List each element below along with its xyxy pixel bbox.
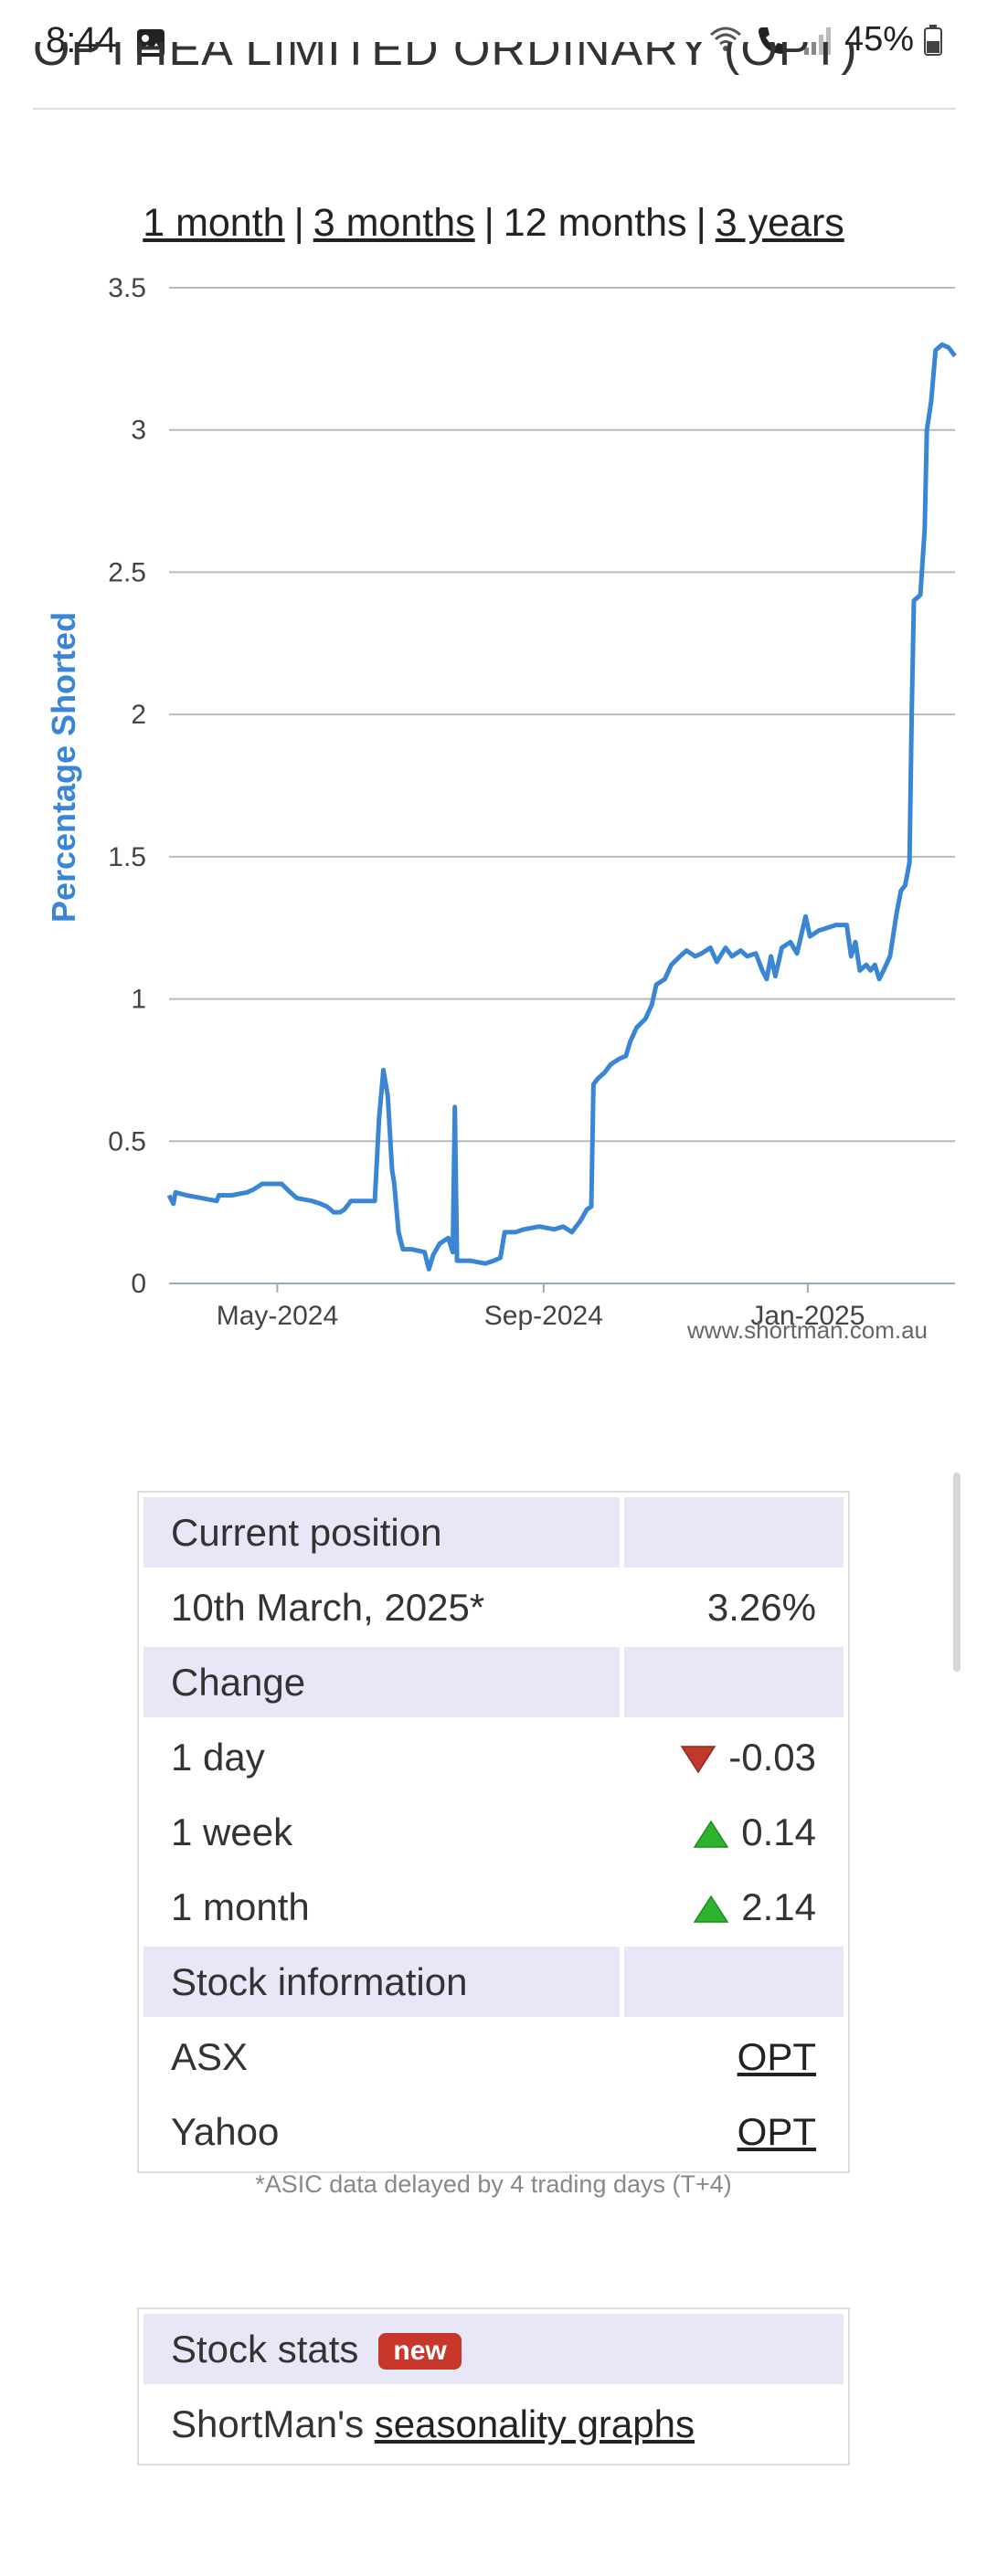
- table-row: 1 week 0.14: [143, 1797, 844, 1867]
- signal-icon: [803, 26, 831, 55]
- y-tick-label: 3: [131, 416, 146, 446]
- table-row: ShortMan's seasonality graphs: [143, 2389, 844, 2459]
- change-1-day-value: -0.03: [624, 1722, 844, 1792]
- y-tick-label: 3.5: [108, 273, 146, 303]
- chart-grid: [169, 287, 955, 1284]
- change-1-week-label: 1 week: [171, 1810, 293, 1853]
- y-tick-label: 2.5: [108, 557, 146, 587]
- down-triangle-icon: [680, 1746, 716, 1774]
- current-position-header: Current position: [143, 1497, 620, 1568]
- gallery-notification-icon: [137, 29, 164, 57]
- page-heading-text: OPTHEA LIMITED ORDINARY (OPT): [33, 42, 858, 76]
- yahoo-label: Yahoo: [171, 2109, 280, 2153]
- x-axis-ticks: May-2024 Sep-2024 Jan-2025: [217, 1283, 865, 1331]
- y-tick-label: 1.5: [108, 842, 146, 872]
- x-tick-label: Sep-2024: [484, 1301, 603, 1331]
- table-row: ASX OPT: [143, 2022, 844, 2092]
- y-tick-label: 0.5: [108, 1126, 146, 1156]
- y-axis-ticks: 0 0.5 1 1.5 2 2.5 3 3.5: [108, 273, 146, 1299]
- range-separator: |: [483, 201, 494, 245]
- header-blank-cell: [624, 1497, 844, 1568]
- status-time: 8:44: [46, 20, 117, 60]
- stock-information-header: Stock information: [143, 1947, 620, 2017]
- table-row: 10th March, 2025* 3.26%: [143, 1572, 844, 1642]
- stock-stats-header: Stock stats: [171, 2327, 359, 2370]
- position-value: 3.26%: [706, 1585, 816, 1629]
- position-table: Current position 10th March, 2025* 3.26%…: [137, 1491, 850, 2173]
- change-1-month-value: 2.14: [624, 1872, 844, 1942]
- change-1-week-value: 0.14: [624, 1797, 844, 1867]
- phone-call-icon: [758, 26, 785, 54]
- yahoo-link-cell: OPT: [624, 2096, 844, 2167]
- range-selector: 1 month | 3 months | 12 months | 3 years: [0, 201, 987, 246]
- new-badge: new: [378, 2333, 462, 2370]
- table-header-row: Change: [143, 1647, 844, 1717]
- status-bar: 8:44 45%: [0, 0, 987, 91]
- range-separator: |: [695, 201, 706, 245]
- asx-link-cell: OPT: [624, 2022, 844, 2092]
- change-value-text: 2.14: [741, 1884, 816, 1928]
- shortman-prefix: ShortMan's: [171, 2402, 365, 2445]
- up-triangle-icon: [693, 1821, 729, 1849]
- header-blank-cell: [624, 1647, 844, 1717]
- battery-percent: 45%: [844, 20, 914, 58]
- page-heading: OPTHEA LIMITED ORDINARY (OPT): [33, 42, 956, 110]
- stock-stats-table: Stock stats new ShortMan's seasonality gr…: [137, 2307, 850, 2465]
- range-3-years-link[interactable]: 3 years: [715, 201, 844, 245]
- short-percentage-line: [166, 342, 957, 1272]
- short-position-chart: 0 0.5 1 1.5 2 2.5 3 3.5 May-2024 Sep-2024 Jan-202…: [45, 273, 957, 1344]
- table-row: Yahoo OPT: [143, 2096, 844, 2167]
- table-header-row: Stock information: [143, 1947, 844, 2017]
- range-1-month-link[interactable]: 1 month: [143, 201, 285, 245]
- change-value-text: 0.14: [741, 1810, 816, 1853]
- asx-label: ASX: [171, 2034, 249, 2078]
- seasonality-graphs-link[interactable]: seasonality graphs: [374, 2402, 695, 2445]
- table-header-row: Stock stats new: [143, 2314, 844, 2384]
- wifi-calling-icon: [709, 26, 741, 51]
- y-tick-label: 2: [131, 700, 146, 730]
- asx-link[interactable]: OPT: [737, 2034, 816, 2078]
- change-1-month-label: 1 month: [171, 1884, 310, 1928]
- range-separator: |: [293, 201, 304, 245]
- scrollbar-thumb[interactable]: [953, 1473, 960, 1672]
- change-header: Change: [143, 1647, 620, 1717]
- battery-icon: [924, 24, 942, 56]
- asic-delay-footnote: *ASIC data delayed by 4 trading days (T+…: [255, 2170, 732, 2198]
- change-value-text: -0.03: [728, 1735, 816, 1779]
- range-3-months-link[interactable]: 3 months: [313, 201, 475, 245]
- header-blank-cell: [624, 1947, 844, 2017]
- y-tick-label: 0: [131, 1269, 146, 1299]
- range-12-months-current: 12 months: [503, 201, 687, 245]
- stock-stats-header-cell: Stock stats new: [143, 2314, 844, 2384]
- y-axis-label: Percentage Shorted: [45, 612, 82, 923]
- x-tick-label: Jan-2025: [750, 1301, 865, 1331]
- x-tick-label: May-2024: [217, 1301, 338, 1331]
- y-tick-label: 1: [131, 985, 146, 1015]
- change-1-day-label: 1 day: [171, 1735, 265, 1779]
- table-row: 1 month 2.14: [143, 1872, 844, 1942]
- seasonality-cell: ShortMan's seasonality graphs: [143, 2389, 844, 2459]
- chart-source: www.shortman.com.au: [686, 1316, 928, 1344]
- position-date: 10th March, 2025*: [171, 1585, 485, 1629]
- table-row: 1 day -0.03: [143, 1722, 844, 1792]
- up-triangle-icon: [693, 1895, 729, 1924]
- table-header-row: Current position: [143, 1497, 844, 1568]
- yahoo-link[interactable]: OPT: [737, 2109, 816, 2153]
